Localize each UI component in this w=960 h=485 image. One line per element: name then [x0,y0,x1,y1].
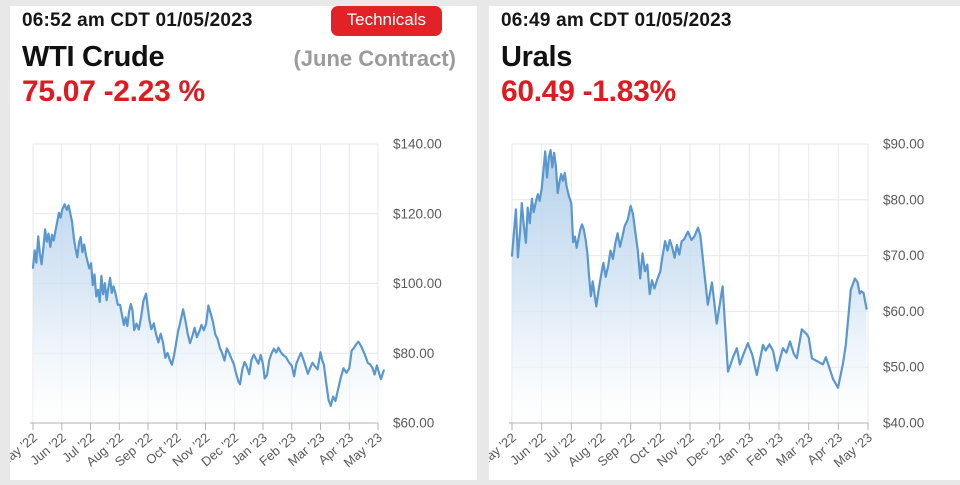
svg-text:$80.00: $80.00 [393,346,434,361]
svg-text:$120.00: $120.00 [393,206,442,221]
x-axis [30,422,379,430]
urals-title: Urals [501,41,573,73]
wti-price-change: 75.07 -2.23 % [22,75,205,108]
y-axis-labels: $90.00 $80.00 $70.00 $60.00 $50.00 $40.00 [883,137,924,431]
wti-header: 06:52 am CDT 01/05/2023 Technicals WTI C… [10,6,477,109]
svg-text:$80.00: $80.00 [883,192,924,207]
urals-header: 06:49 am CDT 01/05/2023 Urals 60.49 -1.8… [489,6,960,109]
wti-title: WTI Crude [22,41,165,73]
urals-panel: 06:49 am CDT 01/05/2023 Urals 60.49 -1.8… [489,6,960,480]
urals-timestamp: 06:49 am CDT 01/05/2023 [501,10,732,31]
y-axis-labels: $140.00 $120.00 $100.00 $80.00 $60.00 [393,137,442,431]
price-line [510,149,868,389]
svg-text:$70.00: $70.00 [883,248,924,263]
wti-panel: 06:52 am CDT 01/05/2023 Technicals WTI C… [10,6,477,480]
svg-text:$60.00: $60.00 [393,416,434,431]
urals-price-change: 60.49 -1.83% [501,75,676,108]
svg-text:$50.00: $50.00 [883,360,924,375]
svg-text:$40.00: $40.00 [883,416,924,431]
svg-text:$60.00: $60.00 [883,304,924,319]
wti-chart: $140.00 $120.00 $100.00 $80.00 $60.00 May '22… [10,137,442,471]
svg-text:$140.00: $140.00 [393,137,442,152]
x-axis [509,422,869,430]
wti-timestamp: 06:52 am CDT 01/05/2023 [22,10,253,31]
technicals-button[interactable]: Technicals [330,6,442,36]
svg-text:$90.00: $90.00 [883,137,924,152]
area-fill [512,150,867,423]
wti-contract-subtitle: (June Contract) [293,46,456,71]
urals-chart: $90.00 $80.00 $70.00 $60.00 $50.00 $40.00 May … [489,137,924,471]
svg-text:$100.00: $100.00 [393,276,442,291]
price-line [31,203,385,407]
